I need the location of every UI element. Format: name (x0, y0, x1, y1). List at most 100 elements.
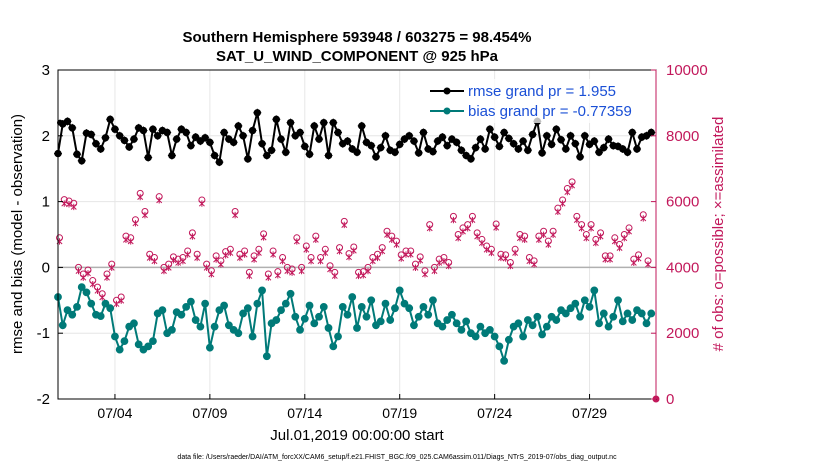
bias-point (281, 299, 290, 308)
right-tick-label: 0 (666, 391, 674, 408)
left-tick-label: 1 (42, 194, 50, 211)
rmse-point-star (196, 137, 205, 146)
bias-point (585, 302, 594, 311)
rmse-point-star (443, 141, 452, 150)
rmse-point-star (523, 146, 532, 155)
bias-point (476, 322, 485, 331)
obs-assimilated-point (497, 254, 504, 262)
bias-point (291, 312, 300, 321)
bias-point (77, 283, 86, 292)
bias-point (637, 309, 646, 318)
rmse-point-star (110, 125, 119, 134)
rmse-point-star (357, 121, 366, 130)
obs-assimilated-point (645, 261, 651, 268)
rmse-point-star (409, 137, 418, 146)
obs-assimilated-point (213, 256, 220, 263)
x-tick-label: 07/29 (572, 405, 607, 421)
obs-assimilated-point (488, 249, 495, 257)
obs-assimilated-point (483, 246, 490, 253)
legend-bias-text: bias grand pr = -0.77359 (468, 103, 632, 120)
obs-assimilated-point (597, 233, 604, 240)
right-tick-label: 4000 (666, 259, 699, 276)
bias-point (177, 310, 186, 319)
obs-assimilated-point (175, 259, 182, 267)
bias-point (381, 299, 390, 308)
rmse-point-star (595, 148, 604, 157)
obs-assimilated-point (621, 234, 628, 242)
x-tick-label: 07/04 (97, 405, 132, 421)
bias-point (168, 326, 176, 334)
obs-assimilated-point (493, 224, 500, 231)
bias-point (419, 302, 428, 311)
rmse-point-star (305, 150, 314, 159)
bias-point (286, 289, 295, 298)
bias-point (443, 316, 452, 324)
bias-point (523, 316, 532, 324)
rmse-point-star (353, 148, 361, 157)
bias-point (305, 301, 314, 310)
obs-assimilated-point (526, 257, 533, 265)
bias-point (552, 316, 561, 324)
bias-point (258, 286, 266, 295)
bias-point (595, 319, 603, 328)
x-tick-label: 07/14 (287, 405, 322, 421)
bias-point (590, 286, 599, 295)
bias-point (224, 321, 233, 330)
rmse-point-star (177, 125, 186, 134)
rmse-point-star (210, 151, 219, 160)
obs-assimilated-point (270, 251, 277, 258)
obs-assimilated-point (626, 228, 632, 235)
rmse-point-star (414, 148, 423, 157)
obs-assimilated-point (635, 255, 642, 262)
obs-assimilated-point (559, 200, 566, 207)
obs-assimilated-point (232, 211, 239, 219)
obs-assimilated-point (66, 201, 72, 208)
legend-bias-marker (443, 107, 451, 115)
bias-point (628, 316, 637, 324)
obs-assimilated-point (156, 197, 163, 204)
rmse-point-star (315, 135, 324, 144)
bias-point (324, 324, 333, 332)
rmse-point-star (580, 131, 589, 140)
bias-point (300, 314, 309, 323)
rmse-point-star (557, 135, 566, 144)
bias-point (262, 352, 271, 361)
bias-point (182, 302, 191, 311)
bias-point (528, 321, 537, 330)
rmse-point-star (139, 126, 148, 135)
rmse-point-star (618, 144, 627, 153)
rmse-point-star (571, 139, 580, 148)
bias-point (234, 329, 243, 338)
obs-assimilated-point (540, 231, 547, 239)
obs-assimilated-point (298, 267, 305, 275)
obs-assimilated-point (151, 257, 158, 265)
obs-assimilated-point (384, 231, 390, 239)
right-tick-label: 2000 (666, 325, 699, 342)
bias-point (542, 322, 551, 331)
obs-assimilated-point (127, 238, 134, 245)
bias-point (405, 304, 414, 313)
chart-subtitle: SAT_U_WIND_COMPONENT @ 925 hPa (216, 48, 499, 65)
bias-point (239, 309, 247, 318)
rmse-point-star (528, 130, 537, 139)
bias-point (191, 316, 200, 324)
obs-assimilated-point (99, 294, 106, 301)
legend-rmse-marker (443, 87, 451, 95)
bias-series (54, 283, 656, 365)
rmse-point-star (343, 137, 352, 146)
rmse-point-star (144, 153, 153, 162)
rmse-point-star (291, 131, 300, 140)
legend-rmse-text: rmse grand pr = 1.955 (468, 83, 616, 100)
bias-point (220, 301, 229, 310)
rmse-point-star (87, 130, 96, 139)
rmse-point-star (348, 144, 357, 153)
obs-assimilated-point (227, 249, 234, 257)
rmse-point-star (381, 131, 390, 140)
obs-assimilated-point (293, 238, 300, 245)
rmse-point-star (438, 133, 447, 142)
obs-assimilated-point (289, 269, 296, 276)
rmse-point-star (68, 123, 77, 132)
right-tick-label: 6000 (666, 194, 699, 211)
obs-assimilated-point (569, 182, 576, 189)
